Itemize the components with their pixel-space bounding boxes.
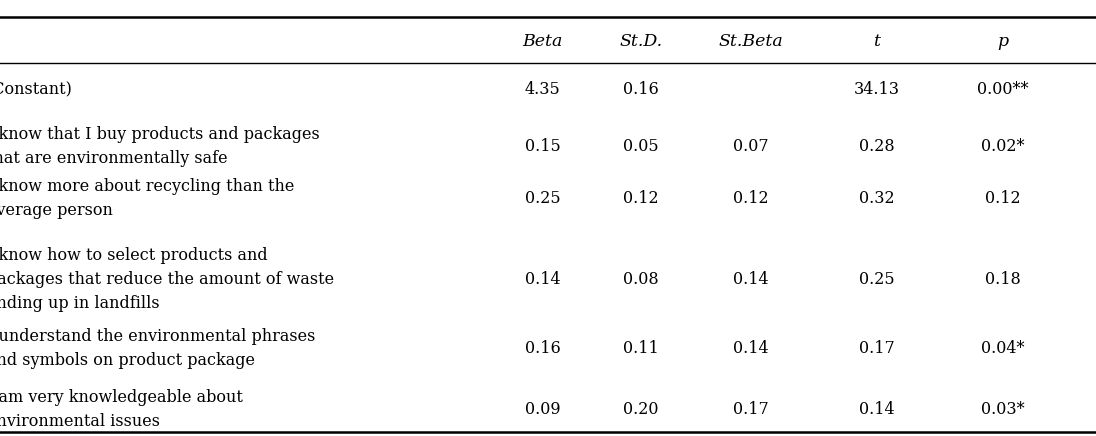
Text: Beta: Beta	[523, 33, 562, 50]
Text: St.Beta: St.Beta	[718, 33, 784, 50]
Text: 0.09: 0.09	[525, 402, 560, 418]
Text: 34.13: 34.13	[854, 81, 900, 98]
Text: 0.11: 0.11	[624, 341, 659, 357]
Text: St.D.: St.D.	[619, 33, 663, 50]
Text: 0.16: 0.16	[525, 341, 560, 357]
Text: 0.00**: 0.00**	[978, 81, 1028, 98]
Text: 0.15: 0.15	[525, 138, 560, 154]
Text: 0.32: 0.32	[859, 190, 894, 207]
Text: 0.08: 0.08	[624, 271, 659, 287]
Text: (Constant): (Constant)	[0, 81, 72, 98]
Text: I know more about recycling than the: I know more about recycling than the	[0, 178, 294, 195]
Text: I know that I buy products and packages: I know that I buy products and packages	[0, 126, 320, 143]
Text: 0.04*: 0.04*	[981, 341, 1025, 357]
Text: 0.14: 0.14	[859, 402, 894, 418]
Text: I am very knowledgeable about: I am very knowledgeable about	[0, 389, 242, 406]
Text: ending up in landfills: ending up in landfills	[0, 295, 160, 311]
Text: 0.14: 0.14	[733, 341, 768, 357]
Text: 0.02*: 0.02*	[981, 138, 1025, 154]
Text: I know how to select products and: I know how to select products and	[0, 247, 267, 263]
Text: 0.03*: 0.03*	[981, 402, 1025, 418]
Text: 0.14: 0.14	[525, 271, 560, 287]
Text: that are environmentally safe: that are environmentally safe	[0, 150, 228, 167]
Text: I understand the environmental phrases: I understand the environmental phrases	[0, 328, 316, 345]
Text: 0.25: 0.25	[525, 190, 560, 207]
Text: 0.25: 0.25	[859, 271, 894, 287]
Text: p: p	[997, 33, 1008, 50]
Text: 0.12: 0.12	[985, 190, 1020, 207]
Text: 0.28: 0.28	[859, 138, 894, 154]
Text: 0.07: 0.07	[733, 138, 768, 154]
Text: 0.17: 0.17	[733, 402, 768, 418]
Text: packages that reduce the amount of waste: packages that reduce the amount of waste	[0, 271, 334, 287]
Text: 0.17: 0.17	[859, 341, 894, 357]
Text: t: t	[874, 33, 880, 50]
Text: 4.35: 4.35	[525, 81, 560, 98]
Text: 0.18: 0.18	[985, 271, 1020, 287]
Text: 0.16: 0.16	[624, 81, 659, 98]
Text: 0.20: 0.20	[624, 402, 659, 418]
Text: 0.12: 0.12	[733, 190, 768, 207]
Text: 0.14: 0.14	[733, 271, 768, 287]
Text: environmental issues: environmental issues	[0, 413, 160, 430]
Text: 0.12: 0.12	[624, 190, 659, 207]
Text: and symbols on product package: and symbols on product package	[0, 352, 255, 369]
Text: 0.05: 0.05	[624, 138, 659, 154]
Text: average person: average person	[0, 202, 113, 219]
